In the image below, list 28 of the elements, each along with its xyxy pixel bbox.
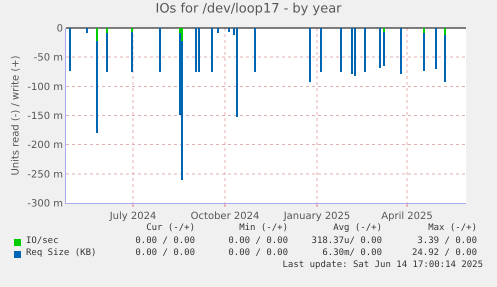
- y-tick-label: -250 m: [27, 169, 63, 180]
- text: Min (-/+): [239, 223, 288, 233]
- x-tick-label: July 2024: [108, 211, 156, 222]
- x-tick-label: April 2025: [381, 211, 433, 222]
- text: 3.39 / 0.00: [417, 236, 477, 246]
- y-tick-label: -100 m: [27, 82, 63, 93]
- y-tick-label: -50 m: [34, 52, 63, 64]
- text: 0.00 / 0.00: [228, 236, 288, 246]
- text: 318.37u/ 0.00: [312, 236, 382, 246]
- text: Max (-/+): [428, 223, 477, 233]
- text: Last update: Sat Jun 14 17:00:14 2025: [282, 260, 483, 270]
- legend-label: Req Size (KB): [26, 248, 96, 258]
- x-tick-label: January 2025: [282, 211, 350, 222]
- y-tick-label: 0: [56, 24, 63, 34]
- y-tick-label: -200 m: [27, 140, 63, 152]
- text: Avg (-/+): [333, 223, 382, 233]
- text: 0.00 / 0.00: [135, 248, 195, 258]
- legend-label: IO/sec: [26, 236, 59, 246]
- text: 0.00 / 0.00: [228, 248, 288, 258]
- text: 6.30m/ 0.00: [322, 248, 382, 258]
- y-tick-label: -150 m: [27, 111, 63, 122]
- text: Cur (-/+): [146, 223, 195, 233]
- y-tick-label: -300 m: [27, 198, 63, 210]
- x-tick-label: October 2024: [190, 211, 260, 222]
- text: 24.92 / 0.00: [412, 248, 477, 258]
- chart-title: IOs for /dev/loop17 - by year: [155, 1, 342, 16]
- y-axis-title: Units read (-) / write (+): [10, 55, 22, 176]
- text: 0.00 / 0.00: [135, 236, 195, 246]
